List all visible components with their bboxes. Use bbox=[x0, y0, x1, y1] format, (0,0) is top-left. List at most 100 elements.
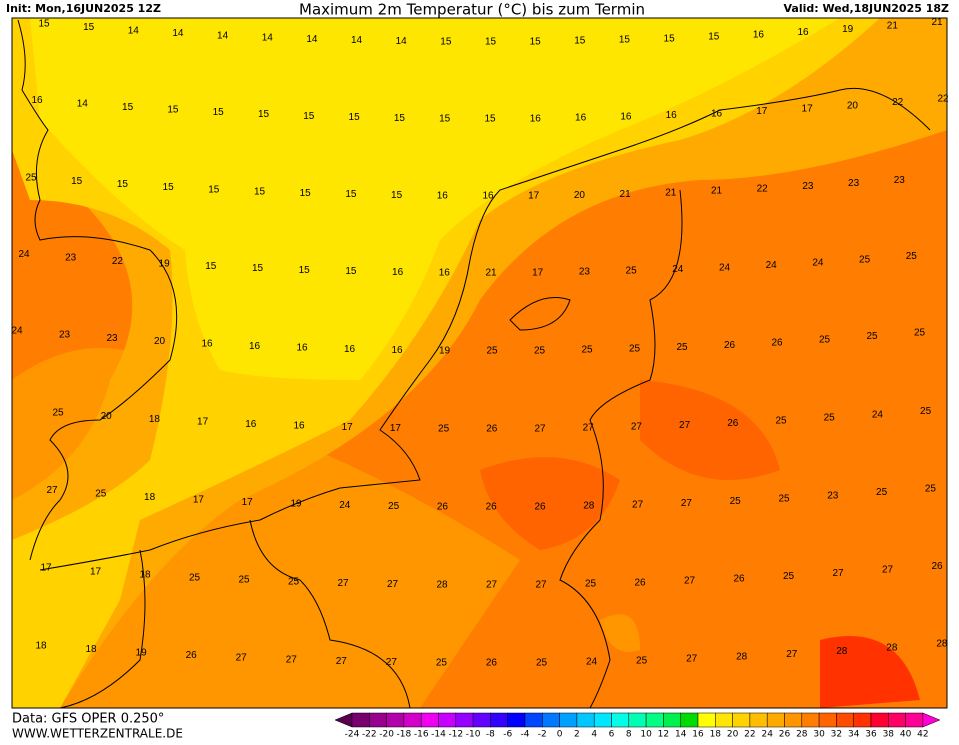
temperature-label: 15 bbox=[205, 261, 217, 272]
temperature-label: 23 bbox=[848, 178, 860, 189]
colorbar-tick-label: -12 bbox=[448, 730, 463, 740]
colorbar-tick-label: 14 bbox=[675, 730, 687, 740]
temperature-label: 18 bbox=[144, 492, 156, 503]
temperature-label: 27 bbox=[631, 421, 643, 432]
temperature-label: 27 bbox=[632, 499, 644, 510]
colorbar-box bbox=[576, 712, 595, 728]
temperature-label: 15 bbox=[439, 114, 451, 125]
temperature-label: 25 bbox=[536, 657, 548, 668]
temperature-label: 16 bbox=[575, 113, 587, 124]
temperature-label: 27 bbox=[786, 649, 798, 660]
temperature-label: 15 bbox=[394, 113, 406, 124]
temperature-label: 28 bbox=[936, 638, 948, 649]
colorbar-tick-label: -14 bbox=[431, 730, 446, 740]
temperature-label: 26 bbox=[727, 418, 739, 429]
temperature-label: 25 bbox=[238, 575, 250, 586]
temperature-label: 27 bbox=[686, 654, 698, 665]
temperature-label: 15 bbox=[574, 36, 586, 47]
colorbar-box bbox=[593, 712, 612, 728]
colorbar-box bbox=[611, 712, 630, 728]
temperature-label: 25 bbox=[52, 408, 64, 419]
temperature-label: 25 bbox=[486, 346, 498, 357]
temperature-label: 25 bbox=[95, 489, 107, 500]
temperature-label: 18 bbox=[85, 644, 97, 655]
temperature-label: 24 bbox=[719, 262, 731, 273]
temperature-label: 23 bbox=[65, 253, 77, 264]
temperature-label: 25 bbox=[730, 496, 742, 507]
temperature-label: 14 bbox=[351, 35, 363, 46]
temperature-label: 16 bbox=[391, 345, 403, 356]
colorbar-box bbox=[732, 712, 751, 728]
temperature-label: 16 bbox=[201, 339, 213, 350]
temperature-label: 25 bbox=[906, 251, 918, 262]
temperature-label: 17 bbox=[90, 566, 102, 577]
map-area: 15 15 14 14 14 14 14 14 14 15 15 15 15 15 15 15 16 16 19 21… bbox=[11, 17, 949, 709]
colorbar-tick-label: 8 bbox=[626, 730, 632, 740]
temperature-label: 26 bbox=[486, 424, 498, 435]
temperature-label: 14 bbox=[396, 36, 408, 47]
temperature-label: 16 bbox=[392, 267, 404, 278]
temperature-label: 26 bbox=[931, 561, 943, 572]
colorbar-tick-label: 2 bbox=[574, 730, 580, 740]
colorbar-box bbox=[628, 712, 647, 728]
temperature-label: 27 bbox=[583, 423, 595, 434]
temperature-labels: 15 15 14 14 14 14 14 14 14 15 15 15 15 15 15 15 16 16 19 21… bbox=[11, 17, 949, 669]
temperature-label: 20 bbox=[101, 411, 113, 422]
temperature-label: 23 bbox=[106, 333, 118, 344]
temperature-label: 16 bbox=[437, 191, 449, 202]
temperature-label: 19 bbox=[439, 346, 451, 357]
temperature-label: 15 bbox=[299, 265, 311, 276]
temperature-label: 21 bbox=[931, 17, 943, 28]
colorbar-tick-label: 40 bbox=[900, 730, 912, 740]
temperature-label: 22 bbox=[112, 256, 124, 267]
temperature-label: 17 bbox=[197, 417, 209, 428]
colorbar-tick-label: 6 bbox=[609, 730, 615, 740]
colorbar-box bbox=[420, 712, 439, 728]
temperature-label: 25 bbox=[585, 579, 597, 590]
temperature-label: 24 bbox=[586, 657, 598, 668]
colorbar-box bbox=[766, 712, 785, 728]
temperature-label: 15 bbox=[38, 19, 50, 30]
colorbar-box bbox=[438, 712, 457, 728]
temperature-label: 18 bbox=[149, 414, 161, 425]
temperature-label: 15 bbox=[664, 33, 676, 44]
temperature-label: 25 bbox=[636, 655, 648, 666]
colorbar: -24 -22 -20 -18 -16 -14 -12 -10 -8 -6 -4 -2 0 2 4 6 8 10 1… bbox=[334, 712, 941, 740]
temperature-label: 25 bbox=[925, 483, 937, 494]
temperature-label: 24 bbox=[872, 409, 884, 420]
zone-orange bbox=[600, 614, 640, 652]
temperature-label: 21 bbox=[711, 186, 723, 197]
temperature-label: 14 bbox=[172, 28, 184, 39]
colorbar-tick-label: 34 bbox=[848, 730, 860, 740]
colorbar-tick-label: 26 bbox=[779, 730, 791, 740]
colorbar-tick-label: 38 bbox=[883, 730, 895, 740]
temperature-label: 27 bbox=[679, 420, 691, 431]
temperature-label: 19 bbox=[136, 647, 148, 658]
temperature-label: 15 bbox=[708, 31, 720, 42]
colorbar-box bbox=[490, 712, 508, 728]
temperature-label: 24 bbox=[812, 257, 824, 268]
colorbar-tick-label: -20 bbox=[379, 730, 394, 740]
colorbar-box bbox=[507, 712, 526, 728]
colorbar-tick-label: 32 bbox=[831, 730, 842, 740]
temperature-label: 26 bbox=[724, 340, 736, 351]
temperature-label: 27 bbox=[336, 656, 348, 667]
temperature-label: 20 bbox=[574, 190, 586, 201]
temperature-label: 26 bbox=[437, 502, 449, 513]
colorbar-box bbox=[870, 712, 889, 728]
temperature-label: 27 bbox=[832, 568, 844, 579]
colorbar-tick-label: -10 bbox=[466, 730, 481, 740]
temperature-label: 25 bbox=[775, 416, 787, 427]
colorbar-box bbox=[853, 712, 872, 728]
temperature-label: 16 bbox=[31, 95, 43, 106]
temperature-label: 25 bbox=[534, 345, 546, 356]
temperature-label: 27 bbox=[236, 653, 248, 664]
temperature-label: 23 bbox=[802, 181, 814, 192]
temperature-label: 15 bbox=[122, 102, 134, 113]
colorbar-tick-label: 0 bbox=[557, 730, 563, 740]
temperature-label: 23 bbox=[59, 329, 71, 340]
temperature-label: 16 bbox=[530, 113, 542, 124]
colorbar-tick-label: 18 bbox=[710, 730, 722, 740]
temperature-label: 16 bbox=[245, 419, 257, 430]
temperature-label: 21 bbox=[620, 189, 632, 200]
